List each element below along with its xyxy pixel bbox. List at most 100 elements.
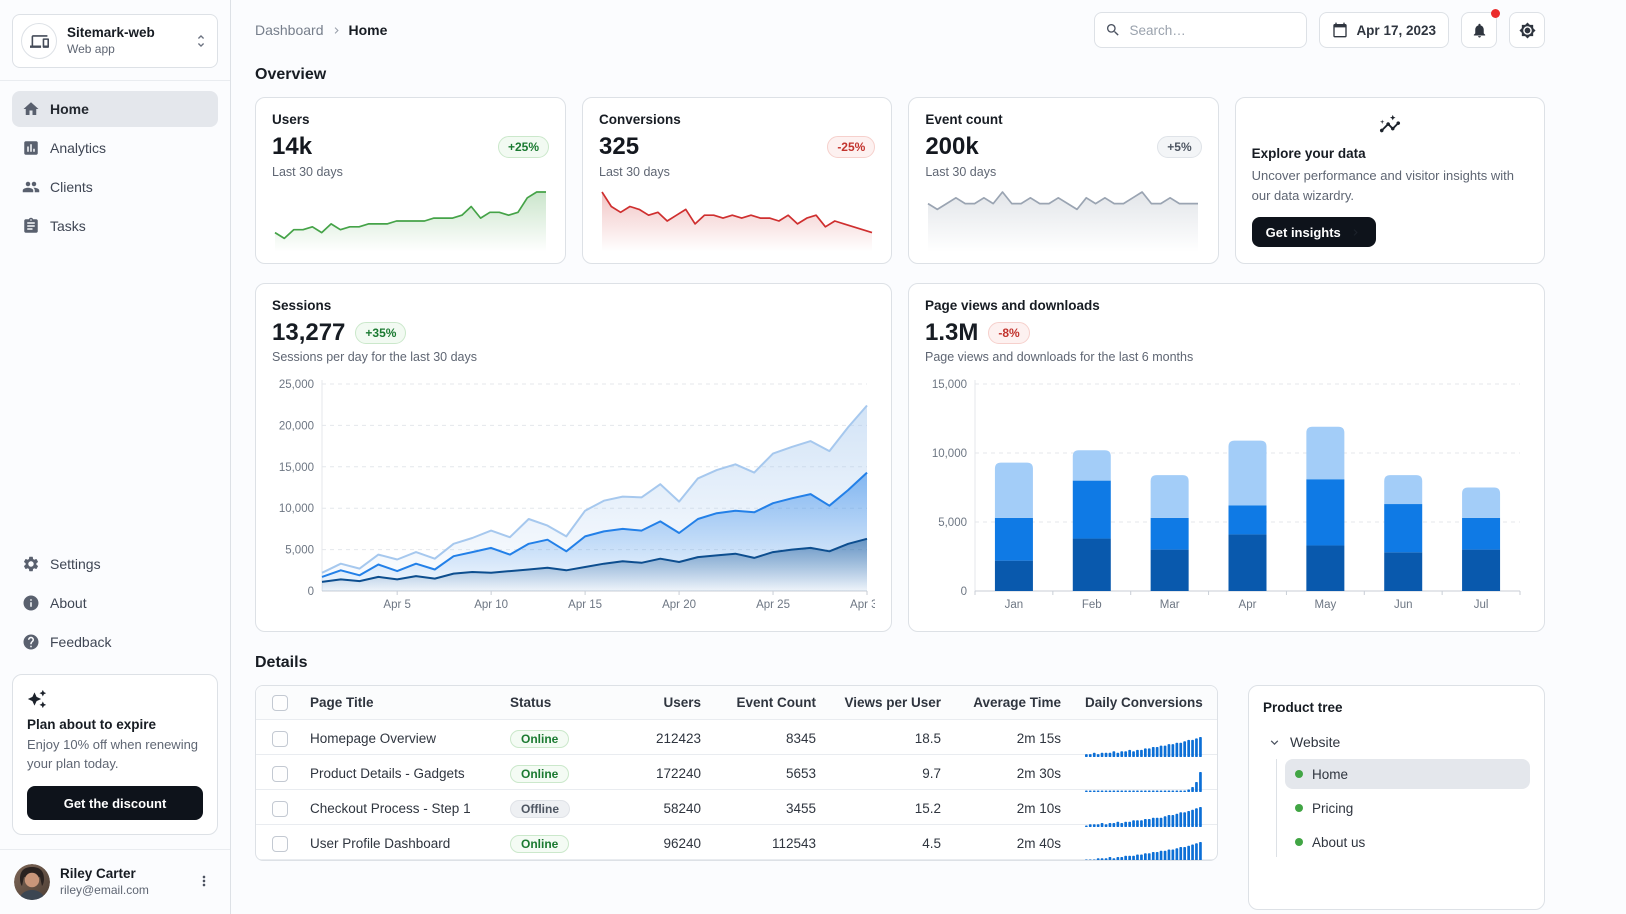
- col-page-title: Page Title: [310, 695, 374, 710]
- primary-nav: Home Analytics Clients Tasks: [0, 81, 230, 244]
- devices-icon: [21, 23, 57, 59]
- insights-icon: [1252, 114, 1528, 136]
- tree-node-website[interactable]: Website: [1263, 727, 1530, 757]
- clipboard-icon: [22, 217, 40, 235]
- stat-card-caption: Last 30 days: [925, 165, 997, 179]
- col-status: Status: [510, 695, 552, 710]
- select-all-checkbox[interactable]: [272, 694, 288, 711]
- tree-item-label: About us: [1312, 834, 1366, 850]
- workspace-type: Web app: [67, 41, 115, 56]
- sidebar-item-clients[interactable]: Clients: [12, 169, 218, 205]
- cell-average-time: 2m 30s: [1016, 766, 1061, 781]
- overview-title: Overview: [255, 66, 327, 83]
- cell-page-title: Product Details - Gadgets: [310, 766, 465, 781]
- search-box: [1094, 12, 1308, 48]
- table-row[interactable]: Product Details - Gadgets Online 172240 …: [256, 755, 1217, 792]
- sidebar-item-label: Home: [50, 101, 89, 117]
- sidebar-item-feedback[interactable]: Feedback: [12, 624, 218, 660]
- trend-badge: -8%: [988, 321, 1030, 345]
- theme-toggle-button[interactable]: [1509, 12, 1545, 48]
- sidebar: Sitemark-web Web app Home Analytics Clie…: [0, 0, 231, 914]
- tree-node-label: Website: [1290, 734, 1341, 750]
- breadcrumb-dashboard[interactable]: Dashboard: [255, 22, 324, 38]
- status-badge: Online: [510, 764, 570, 783]
- status-badge: Online: [510, 834, 570, 853]
- sessions-value: 13,277: [272, 319, 346, 346]
- date-label: Apr 17, 2023: [1356, 22, 1436, 38]
- get-discount-button[interactable]: Get the discount: [27, 786, 203, 820]
- stat-card-caption: Last 30 days: [272, 165, 343, 179]
- tree-item-about-us[interactable]: About us: [1285, 827, 1530, 857]
- cell-event-count: 5653: [785, 766, 816, 781]
- row-checkbox[interactable]: [272, 765, 288, 782]
- notifications-button[interactable]: [1461, 9, 1500, 48]
- chevron-right-icon: [1349, 226, 1362, 239]
- table-row[interactable]: User Profile Dashboard Online 96240 1125…: [256, 825, 1217, 860]
- details-row: Page Title Status Users Event Count View…: [255, 685, 1545, 910]
- sidebar-item-analytics[interactable]: Analytics: [12, 130, 218, 166]
- svg-text:Mar: Mar: [1160, 599, 1180, 611]
- svg-text:20,000: 20,000: [279, 420, 314, 432]
- get-insights-button[interactable]: Get insights: [1251, 217, 1376, 247]
- product-tree-card: Product tree Website Home Pricing: [1248, 685, 1545, 910]
- sessions-caption: Sessions per day for the last 30 days: [272, 350, 477, 364]
- help-icon: [22, 633, 40, 651]
- details-table: Page Title Status Users Event Count View…: [255, 685, 1218, 861]
- svg-text:0: 0: [961, 586, 967, 598]
- trend-badge: +35%: [355, 321, 407, 345]
- svg-text:5,000: 5,000: [938, 517, 967, 529]
- workspace-selector[interactable]: Sitemark-web Web app: [12, 14, 218, 68]
- cell-event-count: 8345: [785, 731, 816, 746]
- table-row[interactable]: Homepage Overview Online 212423 8345 18.…: [256, 720, 1217, 757]
- stat-card-conversions: Conversions 325 -25% Last 30 days: [582, 97, 893, 264]
- svg-text:10,000: 10,000: [279, 503, 314, 515]
- sidebar-item-settings[interactable]: Settings: [12, 546, 218, 582]
- stat-card-value: 200k: [925, 133, 979, 160]
- daily-conversions-sparkbars: [1085, 735, 1213, 757]
- row-checkbox[interactable]: [272, 800, 288, 817]
- pageviews-value: 1.3M: [925, 319, 979, 346]
- cell-users: 58240: [663, 801, 701, 816]
- cell-views-per-user: 18.5: [914, 731, 941, 746]
- cell-views-per-user: 15.2: [914, 801, 941, 816]
- breadcrumb-home: Home: [348, 22, 388, 38]
- svg-text:25,000: 25,000: [279, 379, 314, 391]
- svg-text:Apr: Apr: [1239, 599, 1257, 611]
- home-icon: [22, 100, 40, 118]
- tree-item-label: Home: [1312, 766, 1349, 782]
- chevron-right-icon: [330, 24, 343, 37]
- gear-icon: [22, 555, 40, 573]
- search-input[interactable]: [1129, 22, 1297, 38]
- tree-item-home[interactable]: Home: [1285, 759, 1530, 789]
- row-checkbox[interactable]: [272, 835, 288, 852]
- svg-text:May: May: [1314, 599, 1336, 611]
- col-event-count: Event Count: [736, 695, 817, 710]
- sidebar-item-tasks[interactable]: Tasks: [12, 208, 218, 244]
- explore-card-body: Uncover performance and visitor insights…: [1251, 168, 1514, 203]
- get-insights-label: Get insights: [1265, 224, 1341, 240]
- cell-average-time: 2m 15s: [1016, 731, 1061, 746]
- calendar-icon: [1332, 22, 1348, 38]
- svg-text:0: 0: [308, 586, 314, 598]
- bell-icon: [1471, 22, 1488, 39]
- pageviews-bar-chart: 0 5,000 10,000 15,000 Jan Feb Mar Apr May Jun Jul: [925, 372, 1528, 617]
- cell-views-per-user: 9.7: [922, 766, 941, 781]
- sidebar-item-about[interactable]: About: [12, 585, 218, 621]
- user-meta: Riley Carter riley@email.com: [60, 865, 182, 898]
- cell-users: 172240: [655, 766, 701, 781]
- tree-children: Home Pricing About us: [1276, 759, 1530, 857]
- col-users: Users: [663, 695, 701, 710]
- green-dot-icon: [1295, 770, 1303, 778]
- svg-text:Apr 20: Apr 20: [662, 599, 696, 611]
- sidebar-item-home[interactable]: Home: [12, 91, 218, 127]
- user-menu-button[interactable]: [192, 869, 216, 896]
- cell-average-time: 2m 10s: [1016, 801, 1061, 816]
- tree-item-pricing[interactable]: Pricing: [1285, 793, 1530, 823]
- daily-conversions-sparkbars: [1085, 840, 1213, 860]
- user-name: Riley Carter: [60, 866, 136, 882]
- stat-card-title: Users: [272, 112, 310, 127]
- date-picker-button[interactable]: Apr 17, 2023: [1319, 12, 1449, 48]
- trend-badge: +5%: [1157, 135, 1202, 159]
- row-checkbox[interactable]: [272, 730, 288, 747]
- table-row[interactable]: Checkout Process - Step 1 Offline 58240 …: [256, 790, 1217, 827]
